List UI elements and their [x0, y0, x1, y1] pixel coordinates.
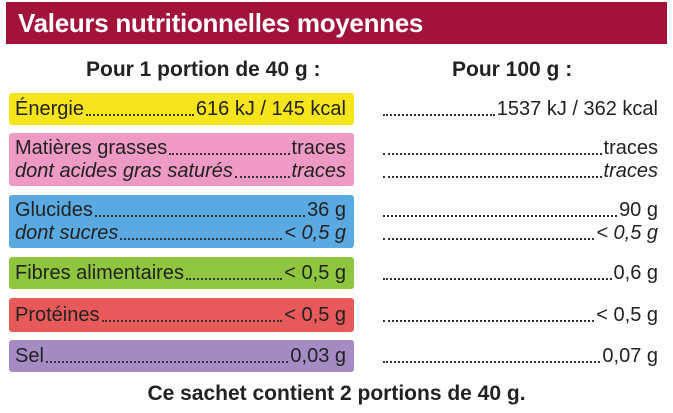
- energy-portion-value: 616 kJ / 145 kcal: [195, 98, 346, 120]
- sugars-label: dont sucres: [15, 222, 119, 244]
- sugars-100g-value: < 0,5 g: [596, 222, 658, 244]
- row-protein: Protéines < 0,5 g: [9, 298, 354, 332]
- table-title: Valeurs nutritionnelles moyennes: [6, 2, 667, 44]
- carbs-100g-value: 90 g: [619, 199, 658, 221]
- carbs-portion-value: 36 g: [307, 199, 346, 221]
- saturated-fat-portion-value: traces: [291, 160, 346, 182]
- row-carbs: Glucides 36 g dont sucres < 0,5 g: [9, 195, 354, 248]
- protein-100g-value: < 0,5 g: [596, 304, 658, 326]
- header-per-portion: Pour 1 portion de 40 g :: [86, 58, 321, 81]
- protein-100g-line: < 0,5 g: [383, 303, 658, 327]
- saturated-fat-100g-line: traces: [383, 159, 658, 183]
- row-fat: Matières grasses traces dont acides gras…: [9, 133, 354, 186]
- header-per-100g: Pour 100 g :: [452, 58, 573, 81]
- sugars-portion-value: < 0,5 g: [284, 222, 346, 244]
- row-salt: Sel 0,03 g: [9, 340, 354, 372]
- saturated-fat-label: dont acides gras saturés: [15, 160, 233, 182]
- fibre-100g-line: 0,6 g: [383, 261, 658, 285]
- fat-100g-line: traces: [383, 136, 658, 160]
- fat-label: Matières grasses: [15, 137, 168, 159]
- saturated-fat-100g-value: traces: [603, 160, 658, 182]
- row-fibre: Fibres alimentaires < 0,5 g: [9, 257, 354, 289]
- fibre-portion-value: < 0,5 g: [284, 262, 346, 284]
- energy-100g-value: 1537 kJ / 362 kcal: [496, 98, 658, 120]
- salt-100g-line: 0,07 g: [383, 344, 658, 368]
- fat-100g-value: traces: [603, 137, 658, 159]
- carbs-label: Glucides: [15, 199, 93, 221]
- energy-100g-line: 1537 kJ / 362 kcal: [383, 97, 658, 121]
- fibre-label: Fibres alimentaires: [15, 262, 184, 284]
- protein-label: Protéines: [15, 304, 100, 326]
- footer-note: Ce sachet contient 2 portions de 40 g.: [147, 382, 526, 405]
- fat-portion-value: traces: [291, 137, 346, 159]
- protein-portion-value: < 0,5 g: [284, 304, 346, 326]
- salt-label: Sel: [15, 345, 44, 367]
- fibre-100g-value: 0,6 g: [613, 262, 658, 284]
- salt-portion-value: 0,03 g: [290, 345, 346, 367]
- row-energy: Énergie 616 kJ / 145 kcal: [9, 93, 354, 125]
- carbs-100g-line: 90 g: [383, 198, 658, 222]
- energy-label: Énergie: [15, 98, 84, 120]
- sugars-100g-line: < 0,5 g: [383, 221, 658, 245]
- salt-100g-value: 0,07 g: [602, 345, 658, 367]
